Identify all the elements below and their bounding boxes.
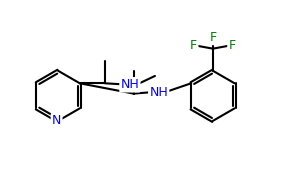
Text: F: F [229, 39, 236, 52]
Text: NH: NH [149, 86, 168, 99]
Text: NH: NH [120, 78, 139, 91]
Text: N: N [52, 114, 61, 127]
Text: F: F [209, 31, 216, 44]
Text: F: F [190, 39, 197, 52]
